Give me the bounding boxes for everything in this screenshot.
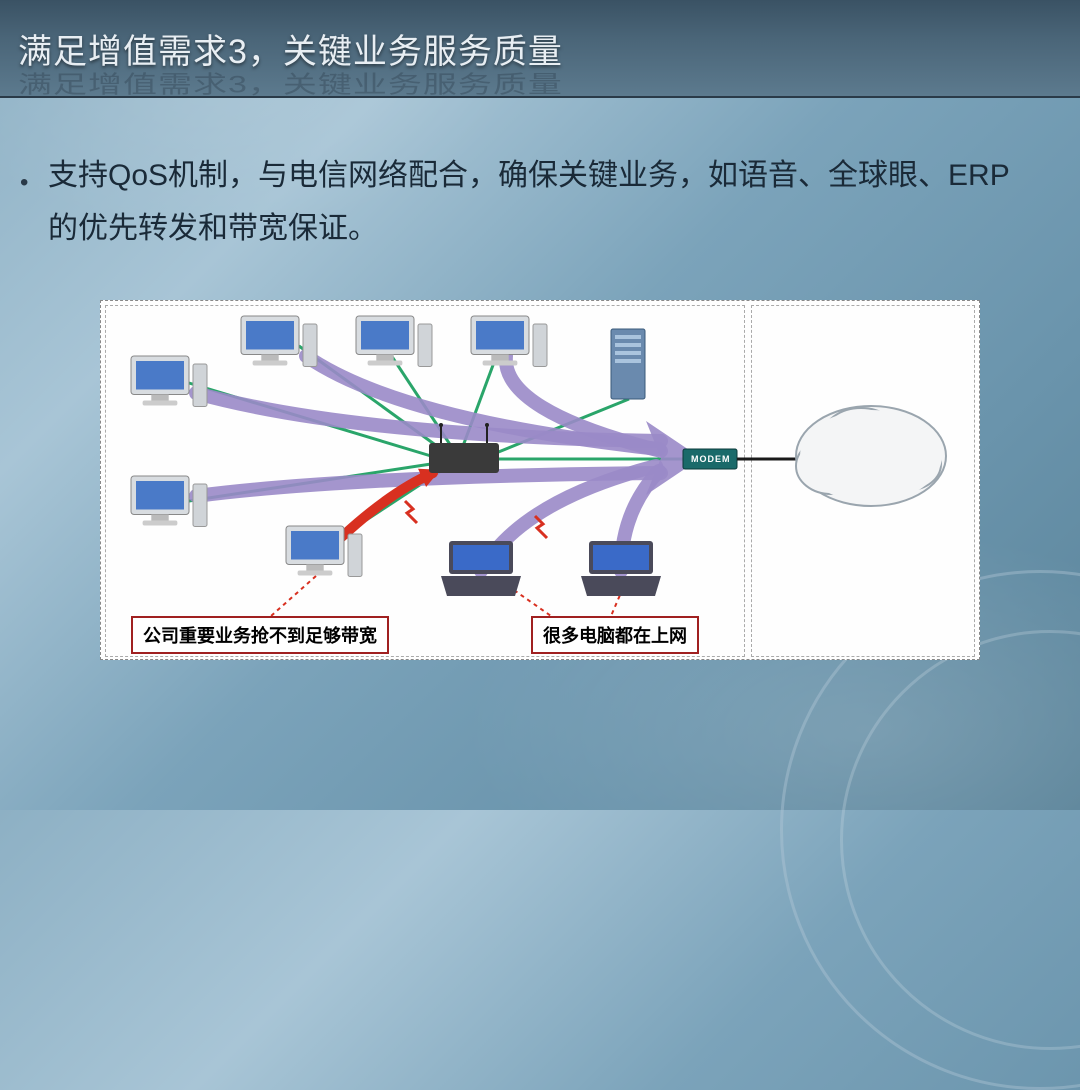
- modem-label: MODEM: [691, 454, 731, 464]
- slide-body: • 支持QoS机制，与电信网络配合，确保关键业务，如语音、全球眼、ERP的优先转…: [40, 150, 1020, 255]
- bullet-text: 支持QoS机制，与电信网络配合，确保关键业务，如语音、全球眼、ERP的优先转发和…: [48, 159, 1010, 245]
- network-diagram: 公司重要业务抢不到足够带宽 很多电脑都在上网 MODEM: [100, 300, 980, 660]
- slide-title: 满足增值需求3，关键业务服务质量: [18, 24, 563, 73]
- annotation-many-online: 很多电脑都在上网: [531, 616, 699, 654]
- annotation-bandwidth: 公司重要业务抢不到足够带宽: [131, 616, 389, 654]
- bullet-icon: •: [20, 162, 28, 204]
- slide-header: 满足增值需求3，关键业务服务质量 满足增值需求3，关键业务服务质量: [0, 0, 1080, 98]
- diagram-svg: [101, 301, 981, 661]
